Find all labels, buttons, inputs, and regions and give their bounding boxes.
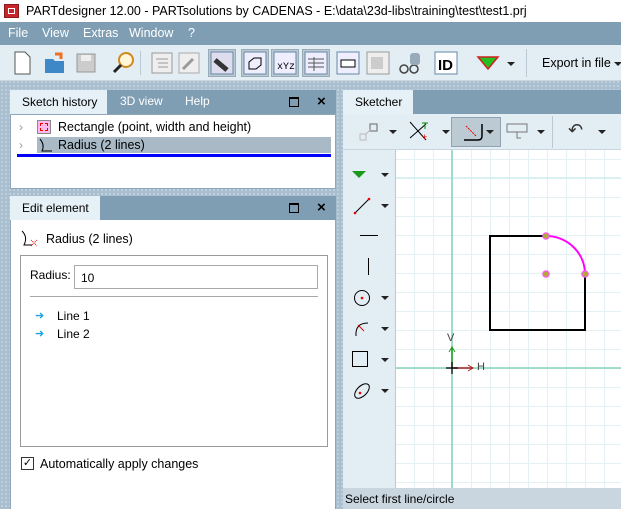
open-folder-icon[interactable] xyxy=(41,49,69,77)
chevron-down-icon[interactable] xyxy=(614,62,621,66)
horizontal-line-icon[interactable] xyxy=(360,235,378,236)
tab-3d-view[interactable]: 3D view xyxy=(120,94,163,108)
green-triangle-icon[interactable] xyxy=(474,49,502,77)
main-toolbar: xYz ID Export in file xyxy=(0,45,621,81)
close-icon[interactable]: × xyxy=(317,93,326,110)
sketcher-toolbar: + ↶ xyxy=(343,114,621,150)
new-file-icon[interactable] xyxy=(8,49,36,77)
chevron-down-icon[interactable] xyxy=(507,62,515,66)
chevron-down-icon[interactable] xyxy=(381,358,389,362)
sketch-tools-column xyxy=(343,150,396,488)
chevron-down-icon[interactable] xyxy=(381,327,389,331)
menu-file[interactable]: File xyxy=(8,26,29,40)
maximize-icon[interactable] xyxy=(289,203,299,213)
rectangle-icon xyxy=(37,120,51,134)
save-icon[interactable] xyxy=(72,49,100,77)
auto-apply-checkbox[interactable]: ✓ xyxy=(21,457,34,470)
export-in-file-button[interactable]: Export in file xyxy=(542,56,611,70)
status-bar: Select first line/circle xyxy=(343,488,621,509)
drawing-icon[interactable] xyxy=(364,49,392,77)
table-icon[interactable] xyxy=(302,49,330,77)
id-icon[interactable]: ID xyxy=(432,49,460,77)
radius-input[interactable]: 10 xyxy=(74,265,318,289)
sketch-canvas[interactable]: V H xyxy=(396,150,621,488)
xyz-variables-icon[interactable]: xYz xyxy=(271,49,299,77)
chevron-down-icon[interactable] xyxy=(442,130,450,134)
sketcher-tabbar: Sketcher xyxy=(343,90,621,114)
close-icon[interactable]: × xyxy=(317,199,326,216)
history-item-rectangle[interactable]: Rectangle (point, width and height) xyxy=(58,120,252,134)
title-bar: PARTdesigner 12.00 - PARTsolutions by CA… xyxy=(0,0,621,22)
search-icon[interactable] xyxy=(110,49,138,77)
rectangle-shape xyxy=(489,235,586,331)
line-pick-icon: ➜ xyxy=(35,328,45,340)
wrench-icon[interactable] xyxy=(175,49,203,77)
radius-label: Radius: xyxy=(30,268,71,282)
menu-view[interactable]: View xyxy=(42,26,69,40)
element-title: Radius (2 lines) xyxy=(46,232,133,246)
tree-view-icon[interactable] xyxy=(148,49,176,77)
status-text: Select first line/circle xyxy=(345,492,455,506)
line-2-item[interactable]: Line 2 xyxy=(57,327,90,341)
axis-v-label: V xyxy=(447,332,455,344)
dimension-tool-icon[interactable] xyxy=(505,120,531,142)
dimension-icon[interactable] xyxy=(334,49,362,77)
radius-icon xyxy=(39,138,52,152)
line-1-item[interactable]: Line 1 xyxy=(57,309,90,323)
maximize-icon[interactable] xyxy=(289,97,299,107)
axis-h-label: H xyxy=(477,361,485,373)
chevron-down-icon[interactable] xyxy=(537,130,545,134)
fillet-arc xyxy=(545,235,586,275)
expand-chevron-icon[interactable]: › xyxy=(19,138,23,152)
ellipse-tool-icon[interactable] xyxy=(352,380,372,400)
line-pick-icon: ➜ xyxy=(35,310,45,322)
menu-bar: File View Extras Window ? xyxy=(0,22,621,45)
selection-underline xyxy=(17,154,331,157)
sketch-history-panel: Sketch history 3D view Help × › Rectangl… xyxy=(10,90,336,189)
arc-points xyxy=(542,232,589,278)
undo-icon[interactable]: ↶ xyxy=(568,120,584,140)
arc-tool-icon[interactable] xyxy=(353,320,371,338)
svg-text:+: + xyxy=(422,132,427,142)
menu-extras[interactable]: Extras xyxy=(83,26,119,40)
part-icon[interactable] xyxy=(241,49,269,77)
radius-tool-button[interactable] xyxy=(451,117,501,147)
edit-element-panel: Edit element × Radius (2 lines) Radius: … xyxy=(10,196,336,509)
tab-sketcher[interactable]: Sketcher xyxy=(343,90,413,114)
expand-chevron-icon[interactable]: › xyxy=(19,120,23,134)
svg-text:xYz: xYz xyxy=(277,62,295,73)
chevron-down-icon[interactable] xyxy=(598,130,606,134)
app-logo-icon xyxy=(4,4,19,18)
constraint-icon[interactable]: + xyxy=(408,120,430,142)
chevron-down-icon[interactable] xyxy=(381,204,389,208)
circle-tool-icon[interactable] xyxy=(353,289,371,307)
rectangle-tool-icon[interactable] xyxy=(352,351,368,367)
vertical-line-icon[interactable] xyxy=(368,258,369,275)
menu-window[interactable]: Window xyxy=(129,26,174,40)
select-icon[interactable] xyxy=(358,122,380,142)
line-tool-icon[interactable] xyxy=(353,197,371,215)
radius-value: 10 xyxy=(81,271,95,285)
chevron-down-icon xyxy=(486,130,494,134)
element-properties-group: Radius: 10 ➜ Line 1 ➜ Line 2 xyxy=(20,255,328,447)
tab-edit-element[interactable]: Edit element xyxy=(10,196,100,220)
chevron-down-icon[interactable] xyxy=(381,173,389,177)
tab-help[interactable]: Help xyxy=(185,94,210,108)
history-item-radius[interactable] xyxy=(37,137,331,153)
history-item-label: Radius (2 lines) xyxy=(58,138,145,152)
svg-text:ID: ID xyxy=(438,57,453,74)
chevron-down-icon[interactable] xyxy=(381,389,389,393)
fillet-icon xyxy=(464,124,483,141)
menu-help[interactable]: ? xyxy=(188,26,195,40)
glasses-icon[interactable] xyxy=(397,49,425,77)
window-title: PARTdesigner 12.00 - PARTsolutions by CA… xyxy=(26,4,527,18)
chevron-down-icon[interactable] xyxy=(389,130,397,134)
green-triangle-icon[interactable] xyxy=(351,170,367,180)
auto-apply-label: Automatically apply changes xyxy=(40,457,199,471)
chevron-down-icon[interactable] xyxy=(381,296,389,300)
tab-sketch-history[interactable]: Sketch history xyxy=(10,90,108,114)
screw-icon[interactable] xyxy=(208,49,236,77)
radius-icon xyxy=(21,230,38,247)
